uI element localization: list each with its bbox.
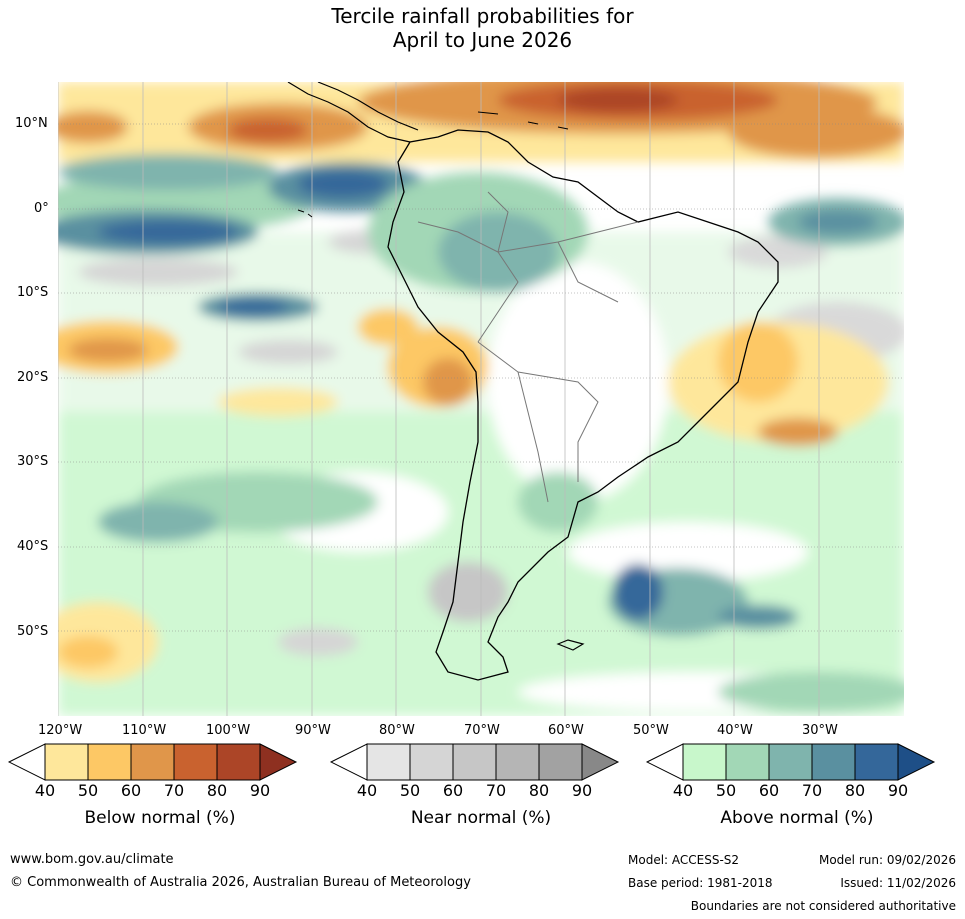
lon-label-70w: 70°W — [464, 723, 500, 738]
lat-label-10s: 10°S — [17, 285, 49, 300]
lat-label-0: 0° — [34, 201, 49, 216]
above-tick-label: 40 — [672, 781, 694, 800]
south-america-coastline — [387, 129, 779, 681]
lat-label-40s: 40°S — [17, 539, 49, 554]
near-tick-label: 50 — [399, 781, 421, 800]
website-link[interactable]: www.bom.gov.au/climate — [10, 852, 174, 867]
near-color-segment — [495, 743, 540, 781]
lon-label-50w: 50°W — [633, 723, 669, 738]
near-normal-label: Near normal (%) — [410, 808, 552, 828]
above-tick-label: 90 — [887, 781, 909, 800]
above-color-segment — [682, 743, 727, 781]
near-tick-label: 70 — [485, 781, 507, 800]
near-color-segment — [538, 743, 583, 781]
lat-label-30s: 30°S — [17, 454, 49, 469]
near-tick-label: 40 — [356, 781, 378, 800]
above-color-segment — [811, 743, 856, 781]
below-tick-label: 50 — [77, 781, 99, 800]
rainfall-probability-map — [58, 82, 904, 716]
lat-label-10n: 10°N — [15, 116, 48, 131]
above-tick-label: 50 — [715, 781, 737, 800]
central-america-coastline — [287, 82, 419, 143]
base-period-text: Base period: 1981-2018 — [628, 876, 773, 890]
above-color-under — [646, 743, 684, 781]
lon-label-40w: 40°W — [717, 723, 753, 738]
below-tick-label: 40 — [34, 781, 56, 800]
below-tick-label: 80 — [206, 781, 228, 800]
map-title: Tercile rainfall probabilities for April… — [0, 4, 965, 52]
below-color-segment — [216, 743, 261, 781]
lon-label-100w: 100°W — [206, 723, 251, 738]
below-color-over — [259, 743, 298, 781]
below-tick-label: 90 — [249, 781, 271, 800]
title-line-1: Tercile rainfall probabilities for — [331, 4, 634, 28]
model-run-text: Model run: 09/02/2026 — [818, 853, 956, 867]
disclaimer-text: Boundaries are not considered authoritat… — [690, 899, 956, 913]
model-text: Model: ACCESS-S2 — [628, 853, 740, 867]
near-tick-label: 90 — [571, 781, 593, 800]
below-color-segment — [173, 743, 218, 781]
lon-label-60w: 60°W — [548, 723, 584, 738]
below-tick-label: 60 — [120, 781, 142, 800]
near-color-segment — [366, 743, 411, 781]
galapagos-islands — [297, 209, 313, 218]
lat-label-50s: 50°S — [17, 624, 49, 639]
near-color-segment — [409, 743, 454, 781]
lon-label-90w: 90°W — [295, 723, 331, 738]
above-tick-label: 60 — [758, 781, 780, 800]
above-tick-label: 70 — [801, 781, 823, 800]
falkland-islands — [556, 639, 585, 651]
caribbean-islands — [477, 111, 569, 130]
near-normal-colorbar — [330, 743, 620, 781]
above-normal-colorbar — [646, 743, 936, 781]
below-color-segment — [87, 743, 132, 781]
lat-label-20s: 20°S — [17, 370, 49, 385]
lon-label-80w: 80°W — [379, 723, 415, 738]
above-color-segment — [854, 743, 899, 781]
title-line-2: April to June 2026 — [392, 28, 573, 52]
below-tick-label: 70 — [163, 781, 185, 800]
lon-label-120w: 120°W — [38, 723, 83, 738]
below-normal-colorbar — [8, 743, 298, 781]
near-color-over — [581, 743, 620, 781]
lon-gridlines — [58, 82, 820, 716]
below-normal-label: Below normal (%) — [84, 808, 236, 828]
above-color-over — [897, 743, 936, 781]
lon-label-30w: 30°W — [802, 723, 838, 738]
above-color-segment — [725, 743, 770, 781]
below-color-under — [8, 743, 46, 781]
copyright-text: © Commonwealth of Australia 2026, Austra… — [10, 875, 471, 890]
above-normal-label: Above normal (%) — [720, 808, 874, 828]
above-color-segment — [768, 743, 813, 781]
near-tick-label: 80 — [528, 781, 550, 800]
near-color-segment — [452, 743, 497, 781]
country-borders — [417, 191, 639, 503]
below-color-segment — [130, 743, 175, 781]
near-tick-label: 60 — [442, 781, 464, 800]
above-tick-label: 80 — [844, 781, 866, 800]
issued-text: Issued: 11/02/2026 — [840, 876, 956, 890]
lon-label-110w: 110°W — [122, 723, 167, 738]
near-color-under — [330, 743, 368, 781]
below-color-segment — [44, 743, 89, 781]
